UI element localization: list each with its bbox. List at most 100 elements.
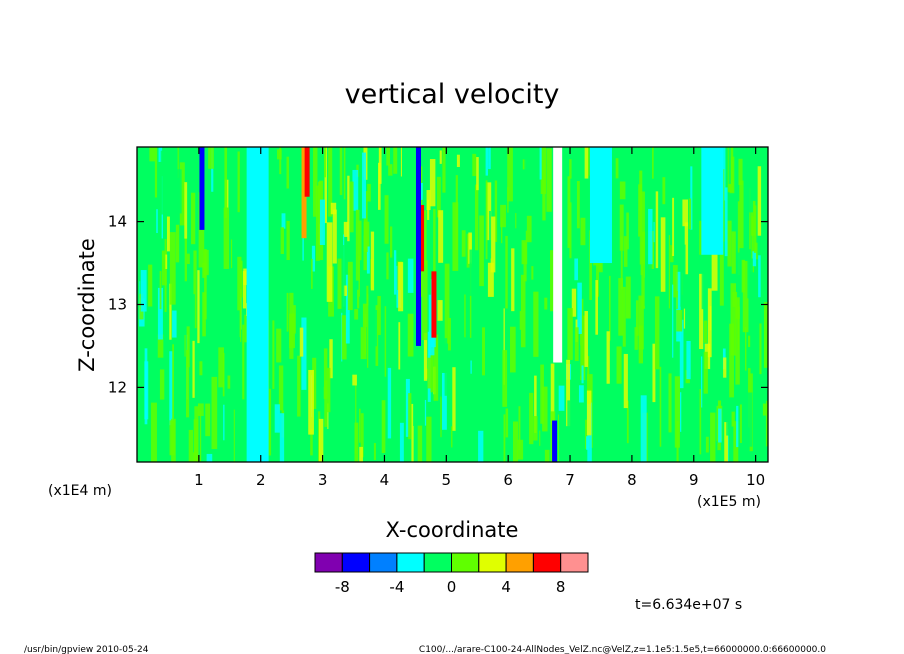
field-streak [540, 364, 544, 424]
field-streak [584, 311, 588, 367]
field-streak [375, 310, 378, 347]
field-streak [503, 308, 505, 385]
field-streak [451, 426, 453, 448]
field-streak [718, 408, 722, 443]
field-streak [240, 423, 242, 462]
field-streak [377, 162, 381, 210]
field-streak [529, 392, 534, 445]
field-streak [312, 357, 317, 409]
field-streak [615, 158, 619, 179]
field-streak [417, 425, 423, 462]
field-streak [328, 147, 333, 217]
field-streak [616, 147, 619, 217]
field-streak [638, 295, 644, 350]
field-streak [472, 153, 477, 177]
field-streak [584, 147, 589, 179]
field-streak [366, 294, 369, 368]
field-streak [184, 237, 187, 282]
field-streak [160, 150, 164, 215]
field-streak [729, 323, 734, 398]
field-streak [339, 217, 342, 254]
field-streak [618, 278, 624, 336]
colorbar-swatch [314, 552, 343, 573]
field-streak [505, 408, 509, 438]
field-streak [574, 327, 579, 361]
colorbar-swatch [451, 552, 480, 573]
field-streak [710, 412, 716, 462]
field-streak [542, 386, 548, 432]
field-streak [329, 339, 333, 379]
field-streak [437, 300, 443, 321]
field-streak [595, 280, 598, 335]
field-streak [164, 239, 167, 312]
field-streak [326, 222, 333, 302]
field-streak [223, 404, 225, 441]
field-streak [172, 310, 177, 338]
field-streak [186, 253, 190, 264]
x-tick-label: 9 [689, 471, 699, 489]
field-streak [596, 244, 599, 297]
x-tick-label: 4 [380, 471, 390, 489]
field-streak [758, 255, 761, 298]
field-streak [571, 288, 577, 317]
field-streak [199, 361, 203, 376]
field-streak [310, 429, 313, 456]
field-streak [439, 150, 442, 164]
field-streak [513, 421, 519, 462]
field-streak [724, 187, 728, 257]
field-streak [184, 182, 188, 239]
field-streak [682, 199, 688, 227]
field-streak [660, 217, 666, 292]
field-streak [470, 360, 472, 374]
field-streak [239, 301, 241, 338]
field-streak [747, 392, 753, 447]
field-streak [599, 256, 602, 270]
y-scale-label: (x1E4 m) [48, 483, 112, 499]
field-streak [676, 310, 683, 332]
field-streak [205, 403, 211, 437]
field-streak [364, 314, 367, 355]
field-streak [700, 356, 703, 408]
field-streak [738, 158, 743, 185]
field-feature [419, 205, 425, 272]
field-streak [510, 326, 516, 373]
field-streak [367, 183, 371, 202]
field-streak [726, 400, 732, 436]
field-streak [531, 266, 534, 280]
field-streak [524, 155, 528, 231]
field-streak [730, 283, 736, 356]
field-streak [707, 288, 712, 358]
field-streak [341, 245, 345, 312]
colorbar-labels: -8 -4 0 4 8 [335, 578, 566, 596]
field-streak [672, 197, 675, 257]
field-streak [233, 409, 235, 462]
field-streak [469, 262, 472, 338]
field-streak [635, 300, 639, 336]
field-streak [399, 422, 404, 462]
field-streak [292, 305, 296, 334]
x-tick-label: 6 [503, 471, 513, 489]
field-streak [736, 252, 740, 280]
field-streak [747, 258, 753, 299]
field-streak [157, 334, 164, 358]
field-streak [157, 287, 163, 340]
field-streak [519, 311, 522, 330]
field-streak [299, 327, 304, 357]
chart-title: vertical velocity [345, 79, 560, 110]
field-streak [436, 176, 441, 218]
field-streak [441, 338, 448, 398]
field-streak [574, 258, 579, 281]
colorbar-swatch [423, 552, 453, 573]
field-streak [315, 185, 320, 261]
field-streak [301, 317, 307, 390]
field-streak [159, 369, 165, 400]
field-streak [156, 209, 158, 234]
field-streak [569, 159, 572, 179]
field-streak [739, 404, 742, 444]
field-streak [485, 147, 488, 176]
field-streak [683, 308, 686, 329]
field-streak [343, 221, 349, 237]
field-streak [354, 422, 359, 462]
field-streak [651, 147, 654, 179]
field-streak [186, 326, 190, 368]
